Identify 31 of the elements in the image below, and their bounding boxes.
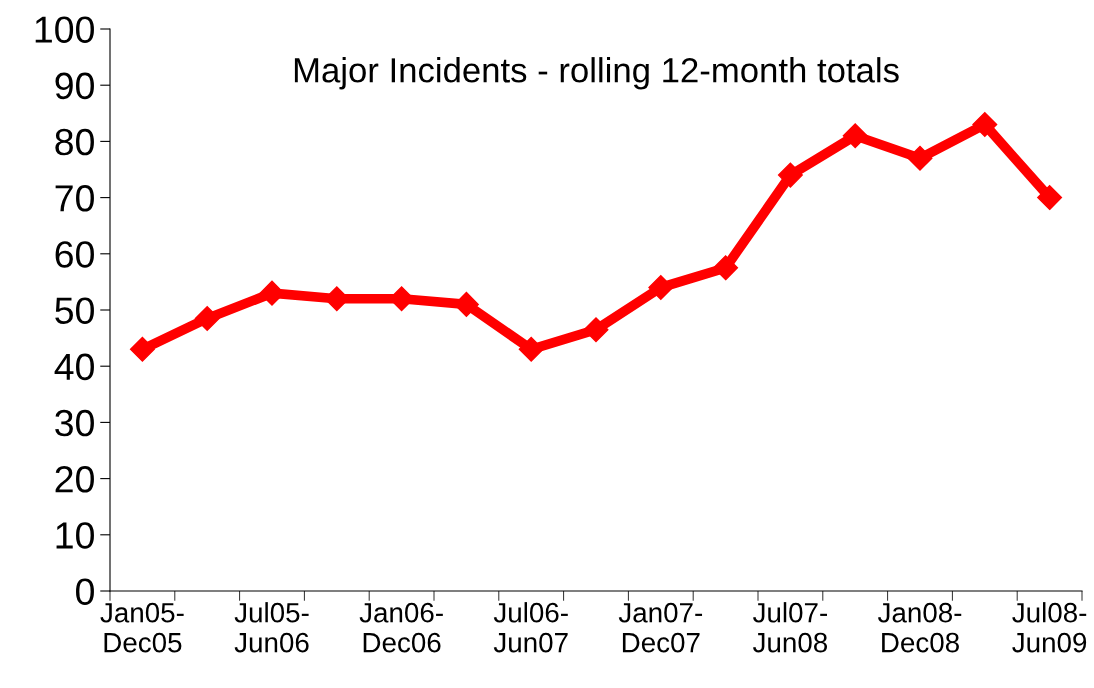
y-tick-label: 90: [55, 72, 94, 100]
point: [194, 305, 220, 331]
point: [129, 336, 155, 362]
y-tick-label: 40: [54, 353, 94, 381]
point: [907, 145, 933, 171]
y-tick-label: 20: [55, 466, 94, 493]
point: [777, 162, 803, 188]
y-tick-label: 80: [55, 128, 94, 156]
point: [648, 275, 674, 300]
x-tick-label: Jul06-Jun07: [493, 602, 568, 653]
x-tick-label: Jan06-Dec06: [359, 602, 443, 653]
y-tick-label: 60: [55, 241, 94, 268]
y-tick-label: 100: [35, 16, 94, 43]
point: [583, 317, 609, 343]
x-tick-label: Jul05-Jun06: [234, 602, 309, 653]
point: [713, 255, 739, 281]
point: [1037, 185, 1063, 211]
x-tick-label: Jan08-Dec08: [877, 602, 962, 653]
x-tick-label: Jul08-Jun09: [1012, 602, 1087, 653]
x-tick-label: Jan07-Dec07: [618, 602, 703, 653]
y-tick-label: 30: [55, 409, 94, 437]
x-tick-label: Jan05-Dec05: [100, 602, 184, 653]
y-tick-label: 10: [56, 522, 94, 549]
y-tick-label: 70: [55, 185, 94, 212]
point: [842, 123, 868, 149]
point: [518, 336, 544, 362]
x-tick-label: Jul07-Jun08: [753, 602, 828, 653]
y-tick-label: 0: [76, 578, 94, 605]
point: [972, 112, 998, 138]
text: Major Incidents - rolling 12-month totals: [294, 57, 899, 90]
y-tick-label: 50: [55, 297, 94, 324]
